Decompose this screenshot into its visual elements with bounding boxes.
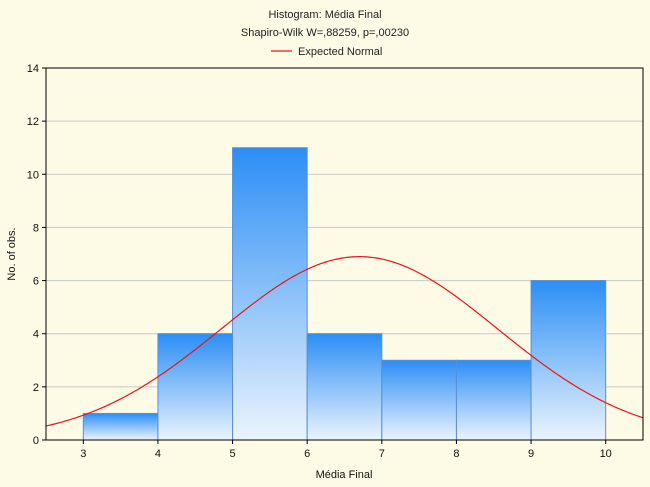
- y-axis-ticks: 0 2 4 6 8 10 12 14: [27, 63, 46, 447]
- x-tick-label: 9: [528, 448, 534, 460]
- chart-title: Histogram: Média Final: [268, 9, 381, 21]
- expected-normal-curve: [46, 256, 643, 427]
- x-tick-label: 10: [600, 448, 612, 460]
- x-tick-label: 7: [379, 448, 385, 460]
- x-tick-label: 3: [80, 448, 86, 460]
- x-tick-label: 6: [304, 448, 310, 460]
- histogram-bar: [381, 359, 457, 441]
- histogram-bar: [455, 359, 532, 441]
- y-tick-label: 4: [33, 329, 39, 341]
- x-axis-label: Média Final: [316, 469, 373, 481]
- y-tick-label: 12: [27, 116, 39, 128]
- y-tick-label: 14: [27, 63, 39, 75]
- x-tick-label: 8: [453, 448, 459, 460]
- x-axis-ticks: 3 4 5 6 7 8 9 10: [80, 440, 612, 460]
- histogram-bar: [82, 412, 159, 441]
- legend: Expected Normal: [271, 46, 382, 58]
- histogram-bar: [232, 147, 308, 441]
- legend-label: Expected Normal: [298, 46, 382, 58]
- bars: [82, 147, 607, 441]
- plot-frame: [45, 67, 644, 441]
- x-tick-label: 5: [230, 448, 236, 460]
- y-tick-label: 2: [33, 382, 39, 394]
- y-tick-label: 8: [33, 222, 39, 234]
- y-tick-label: 10: [27, 169, 39, 181]
- y-axis-label: No. of obs.: [6, 227, 18, 280]
- chart-subtitle: Shapiro-Wilk W=,88259, p=,00230: [241, 27, 409, 39]
- y-tick-label: 0: [33, 435, 39, 447]
- x-tick-label: 4: [155, 448, 161, 460]
- y-tick-label: 6: [33, 276, 39, 288]
- histogram-bar: [530, 280, 607, 441]
- histogram-bar: [306, 333, 383, 441]
- normal-curve-line: [46, 256, 643, 427]
